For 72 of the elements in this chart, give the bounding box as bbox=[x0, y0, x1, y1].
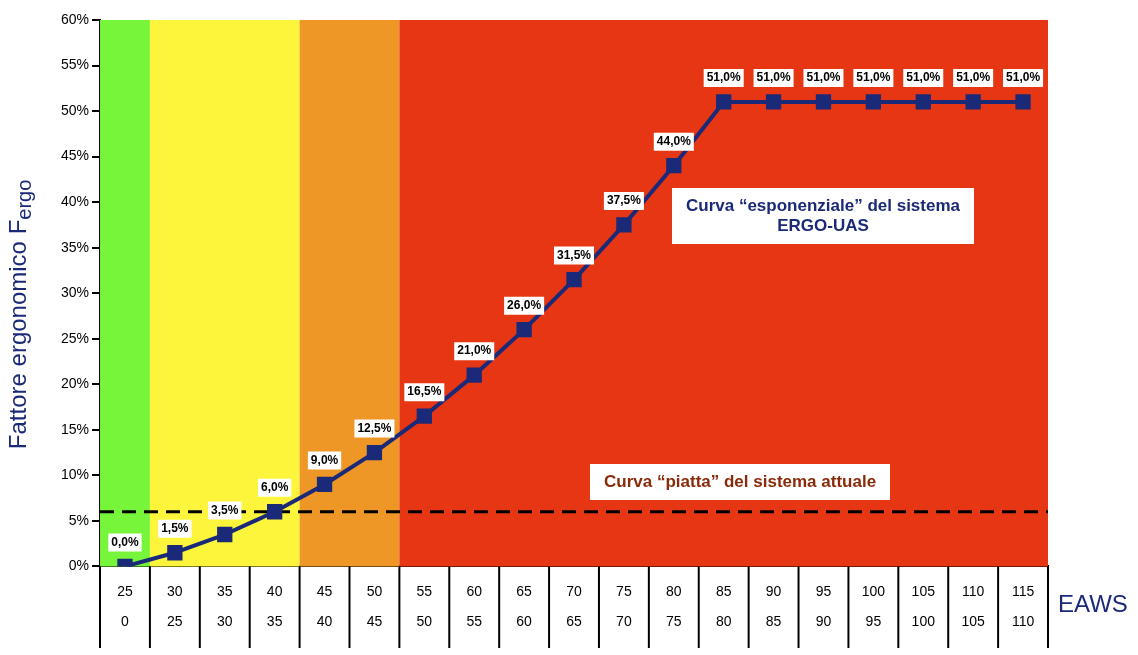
point bbox=[266, 504, 283, 520]
x-tick-label: 110 105 bbox=[961, 582, 986, 630]
x-tick-label: 30 25 bbox=[167, 582, 183, 630]
data-label: 16,5% bbox=[407, 384, 442, 399]
y-tick-label: 0% bbox=[68, 557, 90, 574]
point bbox=[167, 545, 183, 561]
point bbox=[765, 94, 782, 110]
y-tick-label: 25% bbox=[60, 329, 90, 346]
point bbox=[566, 271, 582, 288]
x-tick-label: 70 65 bbox=[566, 582, 583, 630]
data-label: 3,5% bbox=[211, 502, 239, 517]
data-label: 31,5% bbox=[556, 247, 592, 262]
x-tick-label: 65 60 bbox=[516, 582, 533, 630]
data-label: 9,0% bbox=[310, 452, 339, 467]
point bbox=[716, 94, 732, 110]
x-tick-label: 50 45 bbox=[366, 582, 383, 630]
y-tick-label: 55% bbox=[60, 56, 90, 73]
point bbox=[616, 217, 632, 233]
x-tick-label: 60 55 bbox=[466, 582, 483, 630]
data-label: 51,0% bbox=[1006, 70, 1041, 85]
y-tick-label: 50% bbox=[60, 101, 90, 118]
y-tick-label: 60% bbox=[60, 10, 90, 27]
annotation: Curva “esponenziale” del sistema ERGO-UAS bbox=[672, 188, 974, 244]
point bbox=[366, 444, 383, 461]
y-tick-label: 35% bbox=[60, 238, 90, 255]
x-tick-label: 115 110 bbox=[1011, 582, 1035, 630]
point bbox=[1015, 94, 1031, 110]
point bbox=[865, 94, 882, 110]
point bbox=[316, 476, 333, 493]
data-label: 51,0% bbox=[756, 70, 791, 85]
point bbox=[466, 367, 482, 383]
data-label: 1,5% bbox=[161, 521, 189, 536]
y-tick-label: 45% bbox=[60, 147, 90, 164]
point bbox=[217, 526, 233, 543]
point bbox=[915, 94, 931, 110]
x-tick-label: 95 90 bbox=[815, 582, 832, 630]
point bbox=[516, 321, 532, 338]
x-tick-label: 85 80 bbox=[715, 582, 732, 630]
y-tick-label: 15% bbox=[60, 420, 90, 437]
data-label: 0,0% bbox=[111, 534, 139, 549]
data-label: 51,0% bbox=[906, 70, 941, 85]
x-tick-label: 75 70 bbox=[616, 582, 632, 630]
point bbox=[416, 408, 432, 424]
x-tick-label: 35 30 bbox=[216, 582, 233, 630]
x-tick-label: 25 0 bbox=[117, 582, 133, 630]
x-tick-label: 100 95 bbox=[861, 582, 886, 630]
y-tick-label: 40% bbox=[60, 192, 90, 209]
x-tick-label: 90 85 bbox=[765, 582, 782, 630]
data-label: 37,5% bbox=[606, 193, 642, 208]
x-tick-label: 105 100 bbox=[911, 582, 936, 630]
data-label: 51,0% bbox=[956, 70, 991, 85]
y-tick-label: 10% bbox=[60, 466, 90, 483]
x-tick-label: 45 40 bbox=[316, 582, 333, 630]
data-label: 51,0% bbox=[856, 70, 891, 85]
annotation: Curva “piatta” del sistema attuale bbox=[590, 464, 891, 500]
data-label: 26,0% bbox=[507, 297, 542, 312]
point bbox=[815, 94, 832, 110]
y-tick-label: 20% bbox=[60, 375, 90, 392]
point bbox=[965, 94, 981, 110]
x-axis-title: EAWS bbox=[1058, 590, 1128, 618]
y-tick-label: 30% bbox=[60, 284, 90, 301]
data-label: 44,0% bbox=[656, 134, 692, 149]
data-label: 12,5% bbox=[357, 420, 392, 435]
y-tick-label: 5% bbox=[68, 511, 90, 528]
x-tick-label: 80 75 bbox=[666, 582, 682, 630]
data-label: 51,0% bbox=[806, 70, 841, 85]
x-tick-label: 55 50 bbox=[416, 582, 433, 630]
data-label: 51,0% bbox=[706, 70, 742, 85]
x-tick-label: 40 35 bbox=[266, 582, 283, 630]
point bbox=[666, 158, 682, 174]
data-label: 6,0% bbox=[260, 480, 289, 495]
data-label: 21,0% bbox=[457, 343, 492, 358]
